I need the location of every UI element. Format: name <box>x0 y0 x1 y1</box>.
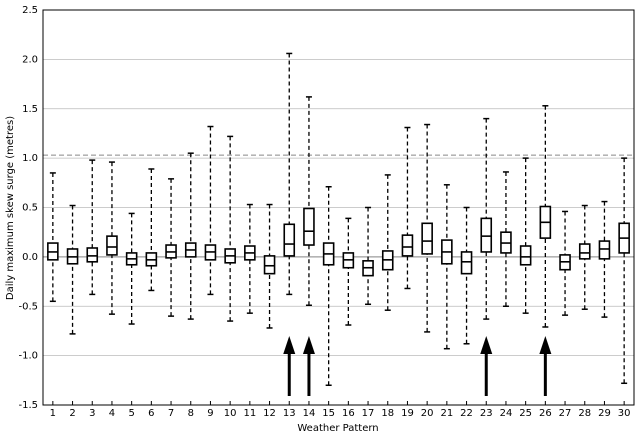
x-axis-label: Weather Pattern <box>297 423 378 434</box>
arrow-head <box>283 336 296 354</box>
x-tick-label: 13 <box>283 408 296 419</box>
y-tick-label: 0.5 <box>22 203 38 214</box>
x-tick-label: 23 <box>480 408 493 419</box>
x-tick-label: 20 <box>421 408 434 419</box>
y-tick-label: 1.0 <box>22 153 38 164</box>
x-tick-label: 14 <box>303 408 316 419</box>
x-tick-label: 22 <box>460 408 473 419</box>
box <box>401 234 414 257</box>
x-tick-label: 10 <box>224 408 237 419</box>
x-tick-label: 27 <box>559 408 572 419</box>
x-tick-label: 25 <box>519 408 532 419</box>
x-tick-label: 29 <box>598 408 611 419</box>
x-tick-label: 2 <box>69 408 75 419</box>
box <box>303 207 315 246</box>
plot-frame <box>42 9 635 406</box>
box <box>106 235 118 256</box>
x-tick-label: 1 <box>50 408 56 419</box>
box <box>421 222 433 255</box>
x-tick-label: 5 <box>128 408 134 419</box>
y-tick-label: -1.0 <box>18 351 38 362</box>
x-tick-label: 16 <box>342 408 355 419</box>
x-tick-label: 24 <box>500 408 513 419</box>
arrow-head <box>539 336 552 354</box>
y-tick-label: -0.5 <box>18 301 38 312</box>
x-tick-label: 11 <box>243 408 256 419</box>
x-tick-label: 28 <box>578 408 591 419</box>
x-tick-label: 9 <box>207 408 213 419</box>
box <box>283 223 296 257</box>
x-tick-label: 19 <box>401 408 414 419</box>
x-tick-label: 18 <box>381 408 394 419</box>
y-tick-label: 0.0 <box>22 252 38 263</box>
x-tick-label: 15 <box>322 408 335 419</box>
x-tick-label: 3 <box>89 408 95 419</box>
x-tick-label: 26 <box>539 408 552 419</box>
y-tick-label: 2.0 <box>22 54 38 65</box>
arrow-head <box>302 336 315 354</box>
box <box>519 245 532 266</box>
x-tick-label: 7 <box>168 408 174 419</box>
x-tick-label: 21 <box>440 408 453 419</box>
y-tick-label: -1.5 <box>18 400 38 411</box>
x-tick-label: 6 <box>148 408 154 419</box>
box <box>598 240 611 260</box>
arrow-head <box>480 336 493 354</box>
x-tick-label: 8 <box>188 408 194 419</box>
x-tick-label: 4 <box>109 408 115 419</box>
box <box>480 217 493 253</box>
y-axis-label: Daily maximum skew surge (metres) <box>5 116 16 300</box>
box <box>263 255 276 275</box>
x-tick-label: 17 <box>362 408 375 419</box>
y-tick-label: 1.5 <box>22 104 38 115</box>
box <box>86 247 99 263</box>
box <box>578 243 591 260</box>
x-tick-label: 12 <box>263 408 276 419</box>
x-tick-label: 30 <box>618 408 631 419</box>
box <box>460 251 473 275</box>
y-tick-label: 2.5 <box>22 5 38 16</box>
